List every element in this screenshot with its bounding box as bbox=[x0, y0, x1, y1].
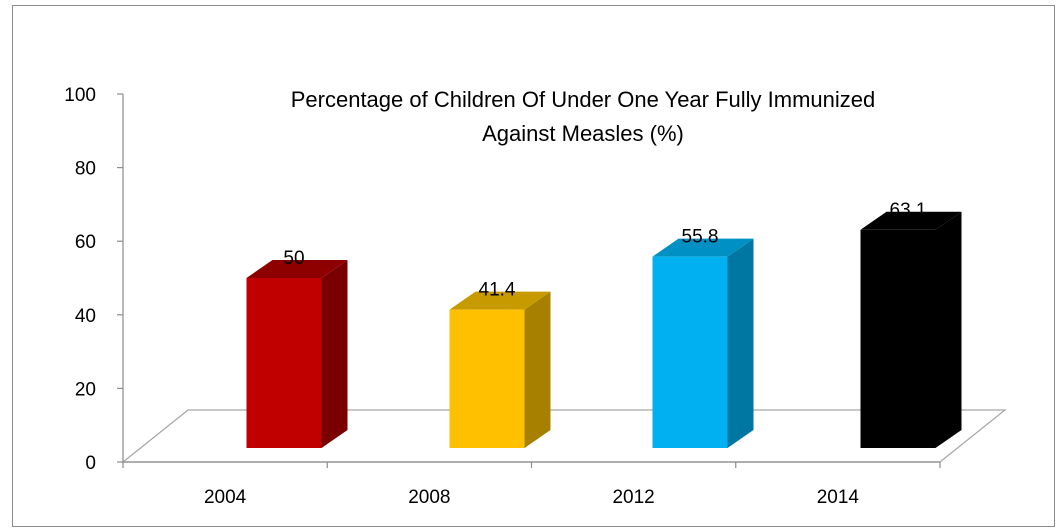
bar-top bbox=[449, 291, 551, 310]
chart-bars bbox=[246, 211, 962, 448]
x-tick-label: 2008 bbox=[408, 487, 450, 508]
bar bbox=[449, 291, 551, 448]
data-label: 41.4 bbox=[479, 280, 516, 301]
data-label: 63.1 bbox=[890, 200, 927, 221]
chart-title-line-1: Percentage of Children Of Under One Year… bbox=[291, 87, 876, 112]
bar-front bbox=[246, 278, 322, 448]
data-labels: 50 41.4 55.8 63.1 bbox=[283, 200, 926, 301]
data-label: 50 bbox=[283, 248, 304, 269]
bar-side bbox=[524, 291, 551, 448]
x-tick-label: 2004 bbox=[204, 487, 247, 508]
bar bbox=[860, 211, 962, 448]
x-tick-label: 2012 bbox=[612, 487, 654, 508]
y-tick-label: 0 bbox=[85, 453, 96, 474]
y-tick-label: 80 bbox=[75, 159, 96, 180]
y-tick-label: 60 bbox=[75, 232, 96, 253]
chart-axes bbox=[117, 93, 941, 468]
bar-top bbox=[246, 260, 348, 278]
bar-top bbox=[652, 238, 754, 257]
bar-side bbox=[321, 260, 348, 448]
bar-side bbox=[727, 238, 754, 448]
data-label: 55.8 bbox=[682, 227, 719, 248]
y-tick-label: 40 bbox=[75, 306, 96, 327]
x-axis-tick-labels: 2004 2008 2012 2014 bbox=[204, 487, 859, 508]
y-tick-label: 20 bbox=[75, 379, 96, 400]
chart-title-line-2: Against Measles (%) bbox=[482, 121, 684, 146]
bar bbox=[246, 260, 348, 448]
bar-top bbox=[860, 211, 962, 230]
bar-side bbox=[935, 211, 962, 448]
x-tick-label: 2014 bbox=[817, 487, 860, 508]
bar-front bbox=[652, 256, 728, 448]
y-tick-label: 100 bbox=[64, 85, 96, 106]
bar bbox=[652, 238, 754, 448]
bar-front bbox=[449, 309, 525, 448]
bar-front bbox=[860, 229, 936, 448]
chart-title: Percentage of Children Of Under One Year… bbox=[291, 87, 876, 146]
y-axis-tick-labels: 0 20 40 60 80 100 bbox=[64, 85, 96, 474]
